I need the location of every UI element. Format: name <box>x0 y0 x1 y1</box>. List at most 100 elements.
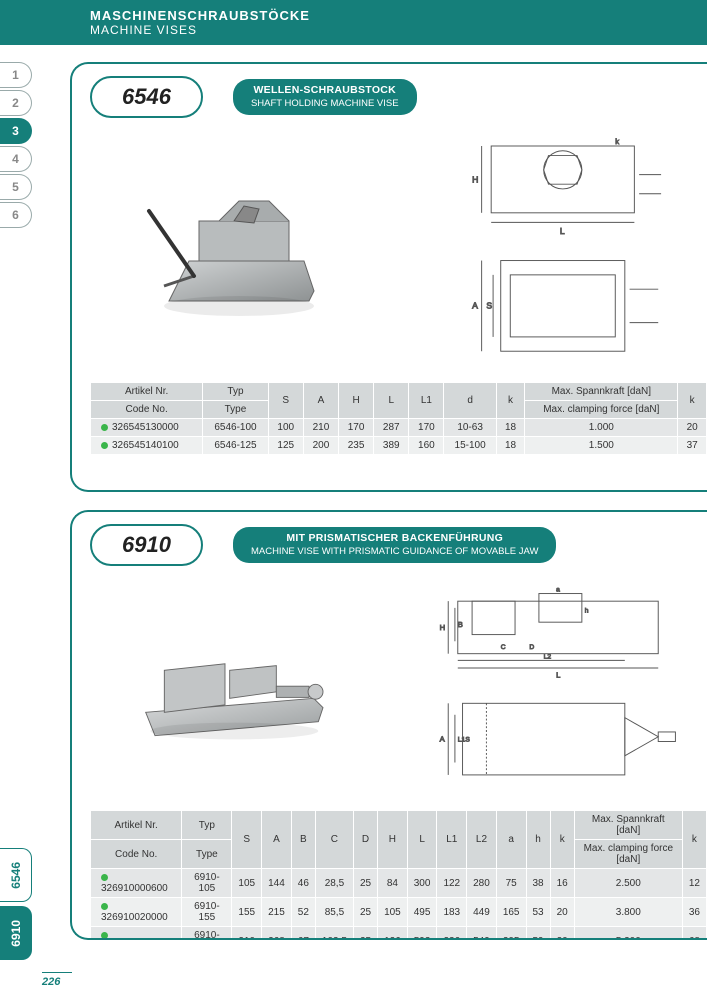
section-tab-5[interactable]: 5 <box>0 174 32 200</box>
section-tab-4[interactable]: 4 <box>0 146 32 172</box>
table-cell: 268 <box>262 927 292 941</box>
table-cell: 68 <box>682 927 706 941</box>
table-cell: 18 <box>496 437 525 455</box>
table-cell: 155 <box>232 898 262 927</box>
spec-table-6910: Artikel Nr.TypSABCDHLL1L2ahkMax. Spannkr… <box>90 810 707 940</box>
col-header: k <box>496 383 525 419</box>
table-cell: 170 <box>409 419 444 437</box>
col-header: Typ <box>203 383 268 401</box>
table-cell: 122 <box>437 869 467 898</box>
table-cell: 183 <box>437 898 467 927</box>
technical-drawing: H B L L2 C D a h A L1 S <box>409 574 707 804</box>
col-header-sub: Code No. <box>91 840 182 869</box>
table-cell: 326545140100 <box>91 437 203 455</box>
table-cell: 593 <box>407 927 437 941</box>
svg-text:B: B <box>458 620 463 629</box>
table-cell: 36 <box>682 898 706 927</box>
col-header: H <box>339 383 374 419</box>
table-cell: 84 <box>378 869 408 898</box>
table-cell: 215 <box>262 898 292 927</box>
table-cell: 16 <box>550 869 574 898</box>
header-de: MASCHINENSCHRAUBSTÖCKE <box>90 8 707 23</box>
table-cell: 20 <box>550 927 574 941</box>
col-header: A <box>262 811 292 869</box>
product-title-de: WELLEN-SCHRAUBSTOCK <box>251 84 399 98</box>
col-header: Artikel Nr. <box>91 383 203 401</box>
index-item-6546[interactable]: 6546 <box>0 848 32 902</box>
table-cell: 235 <box>339 437 374 455</box>
table-row: 3265451401006546-12512520023538916015-10… <box>91 437 707 455</box>
table-cell: 210 <box>303 419 338 437</box>
svg-text:S: S <box>486 300 492 310</box>
table-cell: 12 <box>682 869 706 898</box>
table-row: 3265451300006546-10010021017028717010-63… <box>91 419 707 437</box>
page-number: 226 <box>42 972 72 988</box>
table-cell: 20 <box>550 898 574 927</box>
svg-text:S: S <box>465 737 470 744</box>
table-cell: 103,5 <box>315 927 353 941</box>
table-cell: 85,5 <box>315 898 353 927</box>
svg-text:a: a <box>556 587 560 594</box>
col-header: A <box>303 383 338 419</box>
table-cell: 326910030100 <box>91 927 182 941</box>
table-cell: 326910000600 <box>91 869 182 898</box>
table-cell: 236 <box>437 927 467 941</box>
product-title-pill: MIT PRISMATISCHER BACKENFÜHRUNG MACHINE … <box>233 527 557 563</box>
table-cell: 389 <box>374 437 409 455</box>
section-tab-6[interactable]: 6 <box>0 202 32 228</box>
section-tab-2[interactable]: 2 <box>0 90 32 116</box>
table-cell: 6546-100 <box>203 419 268 437</box>
table-cell: 59 <box>526 927 550 941</box>
col-header: D <box>353 811 377 869</box>
svg-text:L2: L2 <box>543 653 551 660</box>
table-cell: 170 <box>339 419 374 437</box>
col-header: d <box>444 383 496 419</box>
col-header: L1 <box>409 383 444 419</box>
table-cell: 2.500 <box>574 869 682 898</box>
table-cell: 326545130000 <box>91 419 203 437</box>
table-cell: 165 <box>496 898 526 927</box>
table-cell: 1.500 <box>525 437 678 455</box>
col-header: S <box>232 811 262 869</box>
svg-text:H: H <box>439 623 445 632</box>
table-cell: 287 <box>374 419 409 437</box>
col-header: B <box>291 811 315 869</box>
table-cell: 105 <box>232 869 262 898</box>
col-header: H <box>378 811 408 869</box>
page-header: MASCHINENSCHRAUBSTÖCKE MACHINE VISES <box>0 0 707 45</box>
index-item-6910[interactable]: 6910 <box>0 906 32 960</box>
table-cell: 200 <box>303 437 338 455</box>
stock-dot-icon <box>101 932 108 939</box>
col-header-sub: Type <box>182 840 232 869</box>
table-cell: 6910-105 <box>182 869 232 898</box>
table-cell: 53 <box>526 898 550 927</box>
col-header: a <box>496 811 526 869</box>
table-cell: 126 <box>378 927 408 941</box>
table-cell: 28,5 <box>315 869 353 898</box>
svg-text:L: L <box>560 226 565 236</box>
product-photo <box>90 126 389 376</box>
section-tab-3[interactable]: 3 <box>0 118 32 144</box>
table-cell: 46 <box>291 869 315 898</box>
table-cell: 38 <box>526 869 550 898</box>
table-cell: 10-63 <box>444 419 496 437</box>
table-cell: 18 <box>496 419 525 437</box>
svg-text:D: D <box>529 644 534 651</box>
table-cell: 25 <box>353 898 377 927</box>
table-cell: 6910-210 <box>182 927 232 941</box>
table-cell: 144 <box>262 869 292 898</box>
svg-text:h: h <box>584 608 588 615</box>
product-photo <box>90 574 389 804</box>
col-header: Artikel Nr. <box>91 811 182 840</box>
col-header-sub: Max. clamping force [daN] <box>525 401 678 419</box>
svg-text:A: A <box>472 300 478 310</box>
table-cell: 25 <box>353 927 377 941</box>
section-tab-1[interactable]: 1 <box>0 62 32 88</box>
table-cell: 495 <box>407 898 437 927</box>
table-cell: 105 <box>378 898 408 927</box>
spec-table-6546: Artikel Nr.TypSAHLL1dkMax. Spannkraft [d… <box>90 382 707 455</box>
product-card-6546: 6546 WELLEN-SCHRAUBSTOCK SHAFT HOLDING M… <box>70 62 707 492</box>
table-row: 3269100301006910-21021026867103,52512659… <box>91 927 707 941</box>
table-cell: 75 <box>496 869 526 898</box>
col-header: Max. Spannkraft [daN] <box>574 811 682 840</box>
